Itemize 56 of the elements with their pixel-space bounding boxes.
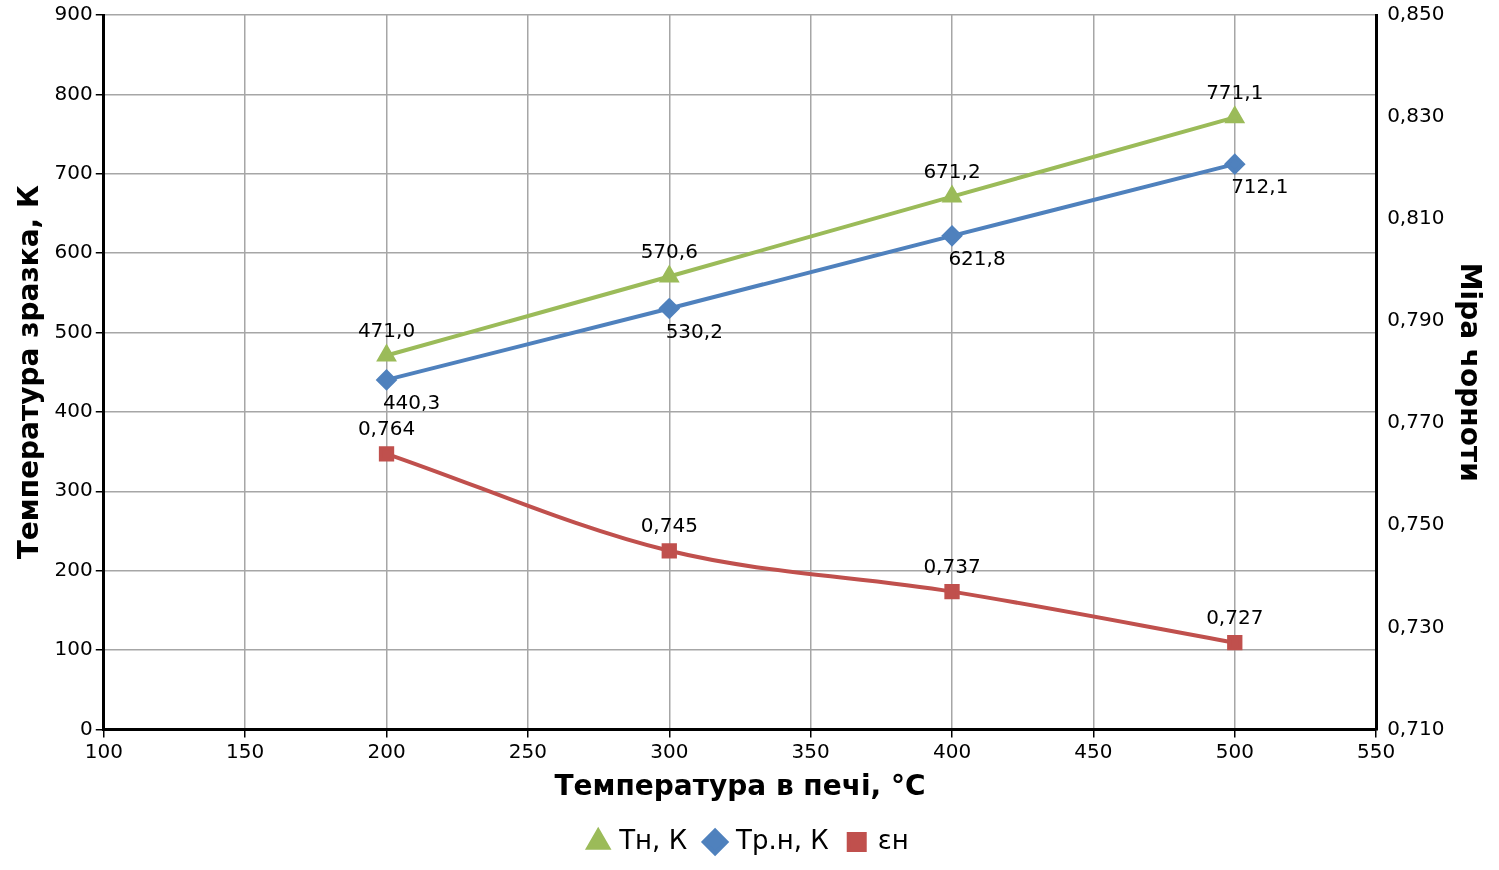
y2-tick-label: 0,810: [1387, 205, 1445, 230]
y2-tick-label: 0,770: [1387, 409, 1445, 434]
point: [1225, 107, 1244, 124]
y2-tick-label: 0,710: [1387, 715, 1445, 740]
legend-label: εн: [877, 824, 909, 855]
y-tick-label: 300: [54, 477, 93, 502]
point: [659, 298, 680, 319]
data-label: 471,0: [357, 317, 416, 342]
point: [1224, 154, 1245, 175]
legend-label: Тр.н, К: [735, 824, 829, 855]
y-axis-title: Температура зразка, К: [12, 185, 46, 560]
y2-tick-label: 0,830: [1387, 103, 1445, 128]
y-tick-label: 600: [54, 239, 93, 264]
y-tick-label: 200: [54, 556, 93, 581]
y2-axis-title: Міра чорноти: [1453, 262, 1487, 482]
data-label: 712,1: [1231, 174, 1289, 199]
y2-tick-label: 0,750: [1387, 511, 1445, 536]
point: [1227, 635, 1243, 651]
x-tick-label: 300: [650, 738, 689, 763]
point: [376, 369, 397, 390]
point: [661, 543, 677, 559]
data-label: 771,1: [1206, 79, 1264, 104]
y2-tick-label: 0,730: [1387, 613, 1445, 638]
y-tick-label: 100: [54, 636, 93, 661]
x-tick-label: 100: [84, 738, 123, 763]
y-tick-label: 800: [54, 80, 93, 105]
x-axis-title: Температура в печі, °C: [554, 769, 926, 803]
x-tick-label: 150: [226, 738, 265, 763]
x-tick-label: 400: [932, 738, 972, 763]
point: [942, 225, 963, 246]
x-tick-label: 350: [791, 738, 830, 763]
data-label: 621,8: [948, 246, 1006, 271]
y2-tick-label: 0,790: [1387, 307, 1445, 332]
y-tick-label: 500: [54, 318, 93, 343]
data-label: 0,764: [357, 416, 416, 441]
data-label: 0,745: [640, 513, 698, 537]
y-tick-label: 0: [80, 715, 93, 740]
data-label: 0,737: [923, 553, 981, 578]
x-tick-label: 500: [1215, 738, 1254, 763]
data-label: 530,2: [665, 318, 723, 343]
y2-tick-label: 0,850: [1387, 1, 1445, 26]
point: [378, 446, 395, 462]
point: [944, 583, 960, 600]
y-tick-label: 400: [54, 398, 93, 423]
y-tick-label: 900: [54, 1, 93, 26]
point: [660, 266, 679, 283]
x-tick-label: 200: [367, 738, 406, 763]
data-label: 570,6: [640, 238, 698, 263]
y-tick-label: 700: [54, 159, 93, 184]
data-label: 0,727: [1206, 604, 1264, 629]
legend-label: Тн, К: [618, 824, 688, 855]
data-label: 440,3: [382, 390, 441, 415]
x-tick-label: 250: [508, 738, 547, 763]
data-label: 671,2: [923, 158, 981, 183]
x-tick-label: 550: [1357, 738, 1396, 763]
x-tick-label: 450: [1074, 738, 1113, 763]
